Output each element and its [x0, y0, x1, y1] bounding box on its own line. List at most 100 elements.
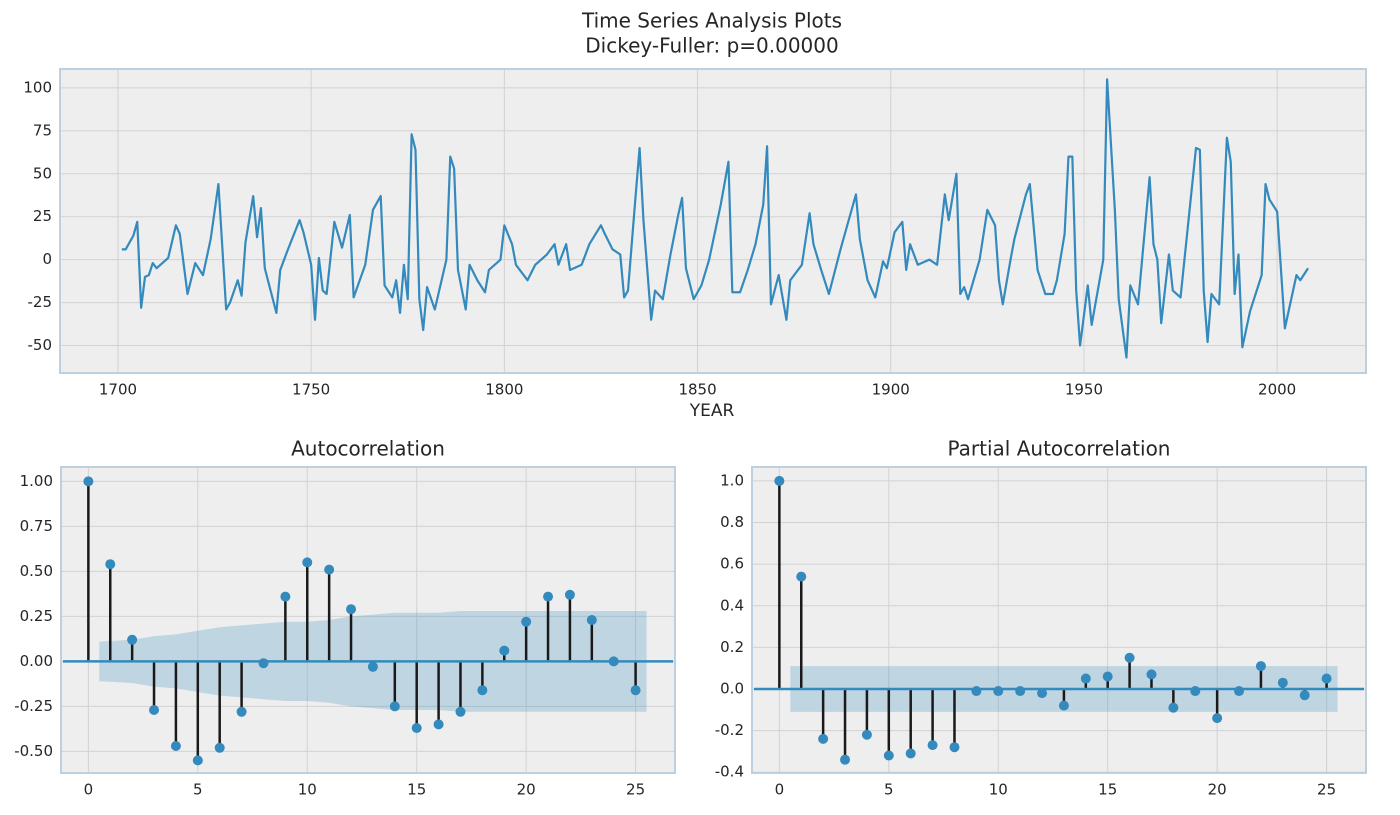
y-tick-label: -50 — [28, 336, 53, 354]
x-tick-label: 10 — [989, 781, 1008, 799]
stem-marker — [630, 685, 641, 696]
stem-marker — [774, 475, 785, 486]
stem-marker — [477, 685, 488, 696]
stem-marker — [1058, 700, 1069, 711]
stem-marker — [455, 706, 466, 717]
stem-marker — [586, 615, 597, 625]
stem-marker — [1212, 713, 1223, 724]
stem-marker — [1299, 690, 1310, 701]
stem-marker — [883, 750, 894, 761]
stem-marker — [258, 658, 269, 669]
chart-subtitle: Dickey-Fuller: p=0.00000 — [585, 34, 838, 58]
y-tick-label: -0.50 — [14, 742, 53, 760]
chart-title: Partial Autocorrelation — [948, 437, 1171, 461]
stem-marker — [324, 564, 335, 575]
stem-marker — [1255, 661, 1266, 672]
y-tick-label: 0.25 — [20, 607, 53, 625]
y-tick-label: 0.4 — [720, 596, 744, 614]
y-tick-label: 0 — [42, 250, 52, 268]
x-tick-label: 1800 — [485, 381, 523, 399]
x-tick-label: 5 — [884, 781, 894, 799]
stem-marker — [83, 476, 94, 487]
x-tick-label: 1700 — [99, 381, 137, 399]
x-tick-label: 20 — [1208, 781, 1227, 799]
stem-marker — [1102, 671, 1113, 682]
plot-frame — [60, 466, 676, 774]
stem-marker — [1037, 688, 1048, 699]
x-tick-label: 5 — [193, 781, 203, 799]
x-tick-label: 0 — [775, 781, 785, 799]
stem-marker — [1277, 677, 1288, 688]
stem-marker — [543, 591, 554, 602]
stem-marker — [499, 645, 510, 656]
x-tick-label: 1750 — [292, 381, 330, 399]
y-tick-label: -0.25 — [14, 697, 53, 715]
y-tick-label: 0.2 — [720, 638, 744, 656]
y-tick-label: 1.0 — [720, 471, 744, 489]
plot-frame — [751, 466, 1367, 774]
y-tick-label: 25 — [33, 207, 52, 225]
y-tick-label: -0.2 — [715, 721, 744, 739]
x-tick-label: 25 — [1317, 781, 1336, 799]
chart-title: Autocorrelation — [291, 437, 445, 461]
stem-marker — [1321, 673, 1332, 684]
y-tick-label: 0.75 — [20, 517, 53, 535]
stem-marker — [236, 706, 247, 717]
plot-area — [61, 467, 675, 773]
x-tick-label: 1900 — [872, 381, 910, 399]
stem-marker — [796, 571, 807, 582]
stem-marker — [608, 656, 619, 667]
x-tick-label: 10 — [298, 781, 317, 799]
x-tick-label: 1950 — [1065, 381, 1103, 399]
stem-marker — [949, 742, 960, 753]
stem-marker — [927, 740, 938, 751]
x-tick-label: 0 — [84, 781, 94, 799]
stem-marker — [1015, 686, 1026, 697]
plot-area — [752, 467, 1366, 773]
x-tick-label: 20 — [517, 781, 536, 799]
stem-marker — [127, 634, 138, 645]
y-tick-label: 75 — [33, 121, 52, 139]
stem-marker — [1080, 673, 1091, 684]
stem-marker — [192, 755, 203, 766]
y-tick-label: 0.00 — [20, 652, 53, 670]
y-tick-label: 0.50 — [20, 562, 53, 580]
stem-marker — [411, 723, 422, 733]
stem-marker — [170, 741, 181, 751]
y-tick-label: -0.4 — [715, 763, 744, 781]
chart-title: Time Series Analysis Plots — [581, 9, 842, 33]
stem-marker — [346, 604, 357, 615]
stem-marker — [1124, 652, 1135, 663]
stem-marker — [389, 701, 400, 712]
y-tick-label: 1.00 — [20, 472, 53, 490]
y-tick-label: 0.0 — [720, 679, 744, 697]
plot-frame — [59, 68, 1367, 374]
axes: -0.50 -0.25 0.00 0.25 0.50 0.75 1.00 0 5 10 15 20 25 — [14, 466, 676, 799]
stem-marker — [214, 742, 225, 753]
x-tick-label: 15 — [1098, 781, 1117, 799]
stem-marker — [521, 616, 532, 627]
y-tick-label: 0.8 — [720, 513, 744, 531]
stem-marker — [971, 686, 982, 697]
stem-marker — [1234, 686, 1245, 697]
stem-marker — [840, 754, 851, 765]
stem-marker — [1190, 686, 1201, 697]
plot-area — [60, 69, 1366, 373]
stem-marker — [433, 719, 444, 730]
stem-marker — [818, 733, 829, 744]
stem-marker — [1168, 702, 1179, 713]
stem-marker — [1146, 669, 1157, 680]
stem-marker — [302, 557, 313, 568]
x-tick-label: 25 — [626, 781, 645, 799]
stem-marker — [905, 748, 916, 759]
stem-marker — [149, 705, 160, 715]
axes: -0.4 -0.2 0.0 0.2 0.4 0.6 0.8 1.0 0 5 10 15 20 25 — [715, 466, 1367, 799]
stem-marker — [861, 729, 872, 740]
stem-marker — [105, 559, 116, 570]
x-axis-label: YEAR — [689, 401, 735, 421]
stem-marker — [993, 686, 1004, 697]
y-tick-label: 50 — [33, 164, 52, 182]
y-tick-label: -25 — [28, 293, 53, 311]
stem-marker — [280, 591, 291, 602]
